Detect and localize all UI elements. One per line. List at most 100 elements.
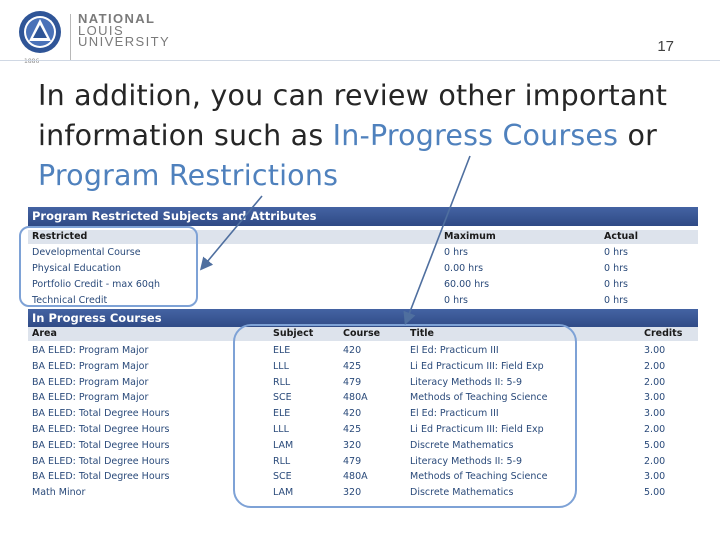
course-credits: 2.00 [644, 377, 666, 388]
slide-number: 17 [657, 38, 674, 55]
column-header-actual: Actual [604, 231, 638, 242]
logo-divider [70, 14, 71, 60]
course-credits: 3.00 [644, 345, 666, 356]
column-header-maximum: Maximum [444, 231, 496, 242]
restricted-maximum: 0 hrs [444, 247, 468, 258]
course-credits: 5.00 [644, 487, 666, 498]
restricted-name: Physical Education [32, 263, 121, 274]
course-number: 320 [343, 440, 362, 451]
course-subject: ELE [273, 345, 291, 356]
heading-text-1: In addition, you can review other import… [38, 79, 668, 152]
university-emblem-icon [19, 11, 61, 53]
course-row: BA ELED: Total Degree Hours LAM 320 Disc… [28, 438, 698, 454]
in-progress-section-title: In Progress Courses [28, 309, 698, 328]
course-credits: 2.00 [644, 424, 666, 435]
restricted-actual: 0 hrs [604, 247, 628, 258]
course-row: BA ELED: Program Major ELE 420 El Ed: Pr… [28, 343, 698, 359]
restricted-name: Developmental Course [32, 247, 141, 258]
restricted-actual: 0 hrs [604, 279, 628, 290]
course-credits: 3.00 [644, 392, 666, 403]
restricted-name: Technical Credit [32, 295, 108, 306]
course-number: 420 [343, 408, 362, 419]
course-title: Discrete Mathematics [410, 440, 514, 451]
university-logo: 1886 NATIONAL LOUIS UNIVERSITY [18, 10, 198, 68]
course-subject: ELE [273, 408, 291, 419]
course-area: BA ELED: Program Major [32, 345, 149, 356]
column-header-title: Title [410, 328, 434, 339]
column-header-course: Course [343, 328, 381, 339]
restricted-actual: 0 hrs [604, 295, 628, 306]
in-progress-courses-highlight: In-Progress Courses [332, 119, 619, 152]
course-subject: LLL [273, 424, 289, 435]
column-header-restricted: Restricted [32, 231, 88, 242]
in-progress-callout [233, 324, 577, 508]
course-title: Methods of Teaching Science [410, 471, 548, 482]
logo-line-1: NATIONAL [78, 11, 156, 26]
course-subject: RLL [273, 377, 291, 388]
course-title: Literacy Methods II: 5-9 [410, 456, 523, 467]
restricted-actual: 0 hrs [604, 263, 628, 274]
column-header-credits: Credits [644, 328, 683, 339]
slide-heading: In addition, you can review other import… [38, 76, 708, 196]
logo-year: 1886 [24, 58, 40, 65]
course-credits: 5.00 [644, 440, 666, 451]
course-area: BA ELED: Total Degree Hours [32, 424, 170, 435]
course-number: 425 [343, 361, 362, 372]
course-subject: RLL [273, 456, 291, 467]
course-title: Literacy Methods II: 5-9 [410, 377, 523, 388]
column-header-area: Area [32, 328, 57, 339]
course-area: BA ELED: Program Major [32, 377, 149, 388]
restricted-name: Portfolio Credit - max 60qh [32, 279, 160, 290]
program-restrictions-highlight: Program Restrictions [38, 159, 339, 192]
course-area: BA ELED: Total Degree Hours [32, 471, 170, 482]
course-row: BA ELED: Program Major SCE 480A Methods … [28, 390, 698, 406]
course-area: BA ELED: Total Degree Hours [32, 456, 170, 467]
course-subject: LAM [273, 487, 294, 498]
restricted-maximum: 0 hrs [444, 295, 468, 306]
course-title: El Ed: Practicum III [410, 408, 499, 419]
course-number: 425 [343, 424, 362, 435]
restricted-maximum: 0.00 hrs [444, 263, 484, 274]
heading-text-2: or [618, 119, 658, 152]
course-subject: SCE [273, 392, 292, 403]
course-row: BA ELED: Total Degree Hours LLL 425 Li E… [28, 422, 698, 438]
course-area: BA ELED: Program Major [32, 361, 149, 372]
restricted-section-title: Program Restricted Subjects and Attribut… [28, 207, 698, 226]
course-area: BA ELED: Total Degree Hours [32, 408, 170, 419]
course-row: BA ELED: Total Degree Hours RLL 479 Lite… [28, 454, 698, 470]
course-title: Methods of Teaching Science [410, 392, 548, 403]
restrictions-callout [19, 226, 198, 307]
course-number: 320 [343, 487, 362, 498]
course-area: Math Minor [32, 487, 86, 498]
in-progress-column-headers: Area Subject Course Title Credits [28, 327, 698, 341]
header-divider [0, 60, 720, 61]
course-title: Li Ed Practicum III: Field Exp [410, 424, 544, 435]
course-row: BA ELED: Total Degree Hours ELE 420 El E… [28, 406, 698, 422]
course-row: BA ELED: Total Degree Hours SCE 480A Met… [28, 469, 698, 485]
course-credits: 3.00 [644, 408, 666, 419]
course-subject: LAM [273, 440, 294, 451]
course-area: BA ELED: Program Major [32, 392, 149, 403]
course-title: El Ed: Practicum III [410, 345, 499, 356]
course-number: 479 [343, 456, 362, 467]
course-row: BA ELED: Program Major RLL 479 Literacy … [28, 375, 698, 391]
course-subject: LLL [273, 361, 289, 372]
course-title: Discrete Mathematics [410, 487, 514, 498]
logo-line-2: LOUIS [78, 22, 125, 38]
column-header-subject: Subject [273, 328, 314, 339]
course-row: BA ELED: Program Major LLL 425 Li Ed Pra… [28, 359, 698, 375]
course-number: 479 [343, 377, 362, 388]
course-credits: 3.00 [644, 471, 666, 482]
course-credits: 2.00 [644, 361, 666, 372]
restricted-maximum: 60.00 hrs [444, 279, 490, 290]
course-subject: SCE [273, 471, 292, 482]
course-title: Li Ed Practicum III: Field Exp [410, 361, 544, 372]
course-number: 480A [343, 471, 368, 482]
course-credits: 2.00 [644, 456, 666, 467]
logo-wordmark: NATIONAL LOUIS UNIVERSITY [78, 11, 171, 49]
course-number: 420 [343, 345, 362, 356]
course-area: BA ELED: Total Degree Hours [32, 440, 170, 451]
course-number: 480A [343, 392, 368, 403]
logo-line-3: UNIVERSITY [78, 34, 171, 49]
course-row: Math Minor LAM 320 Discrete Mathematics … [28, 485, 698, 500]
